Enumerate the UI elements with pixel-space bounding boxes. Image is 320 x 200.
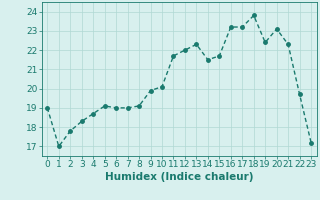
X-axis label: Humidex (Indice chaleur): Humidex (Indice chaleur): [105, 172, 253, 182]
